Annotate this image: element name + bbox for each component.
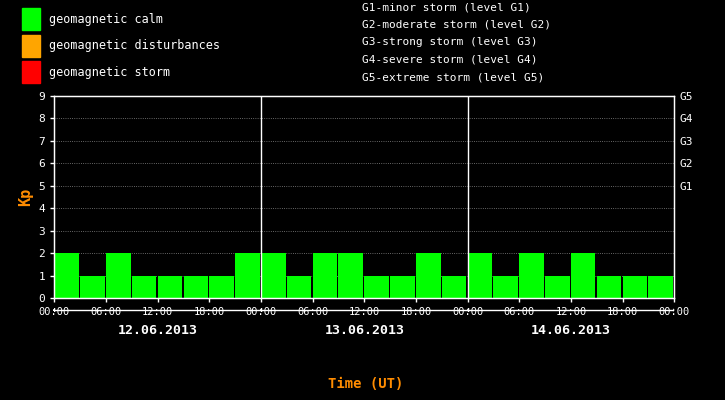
Text: geomagnetic storm: geomagnetic storm xyxy=(49,66,170,79)
Bar xyxy=(494,276,518,298)
Bar xyxy=(364,276,389,298)
Bar xyxy=(390,276,415,298)
Text: 14.06.2013: 14.06.2013 xyxy=(531,324,611,336)
Bar xyxy=(235,253,260,298)
Bar xyxy=(416,253,441,298)
Text: G3-strong storm (level G3): G3-strong storm (level G3) xyxy=(362,37,538,47)
Text: 13.06.2013: 13.06.2013 xyxy=(324,324,405,336)
Bar xyxy=(106,253,130,298)
FancyBboxPatch shape xyxy=(22,35,40,57)
FancyBboxPatch shape xyxy=(22,8,40,30)
Bar xyxy=(312,253,337,298)
Text: geomagnetic disturbances: geomagnetic disturbances xyxy=(49,39,220,52)
Text: G5-extreme storm (level G5): G5-extreme storm (level G5) xyxy=(362,72,544,82)
Bar xyxy=(648,276,673,298)
FancyBboxPatch shape xyxy=(22,61,40,83)
Text: G1-minor storm (level G1): G1-minor storm (level G1) xyxy=(362,2,531,12)
Bar xyxy=(339,253,363,298)
Bar xyxy=(132,276,157,298)
Text: G4-severe storm (level G4): G4-severe storm (level G4) xyxy=(362,55,538,65)
Bar xyxy=(571,253,595,298)
Bar xyxy=(597,276,621,298)
Bar xyxy=(261,253,286,298)
Text: geomagnetic calm: geomagnetic calm xyxy=(49,13,162,26)
Bar xyxy=(157,276,182,298)
Text: G2-moderate storm (level G2): G2-moderate storm (level G2) xyxy=(362,20,552,30)
Bar xyxy=(210,276,234,298)
Bar xyxy=(468,253,492,298)
Bar xyxy=(80,276,104,298)
Bar xyxy=(442,276,466,298)
Y-axis label: Kp: Kp xyxy=(18,188,33,206)
Text: Time (UT): Time (UT) xyxy=(328,377,404,391)
Bar xyxy=(545,276,570,298)
Bar xyxy=(54,253,79,298)
Bar xyxy=(674,253,699,298)
Bar xyxy=(183,276,208,298)
Bar xyxy=(287,276,311,298)
Bar xyxy=(623,276,647,298)
Bar xyxy=(519,253,544,298)
Text: 12.06.2013: 12.06.2013 xyxy=(117,324,198,336)
